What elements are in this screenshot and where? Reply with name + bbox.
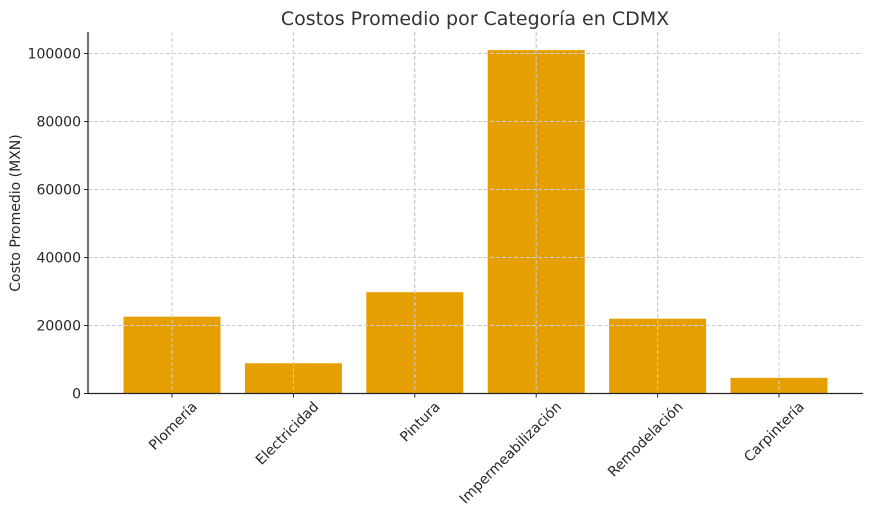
y-ticks: 0 20000 40000 60000 80000 100000 [28,47,88,403]
y-tick-label: 60000 [36,183,81,199]
y-tick-label: 100000 [28,47,81,63]
y-tick-label: 20000 [36,319,81,335]
axes [87,32,863,395]
bar [730,377,828,394]
y-tick-label: 40000 [36,251,81,267]
x-tick-label: Impermeabilización [457,399,565,507]
bar [366,292,464,394]
x-tick-label: Plomería [146,399,201,454]
x-ticks: Plomería Electricidad Pintura Impermeabiliz… [146,393,808,507]
x-tick-label: Pintura [397,399,443,445]
chart-title: Costos Promedio por Categoría en CDMX [281,8,669,30]
x-tick-label: Remodelación [605,399,686,480]
x-tick-label: Electricidad [253,399,322,468]
y-axis-label: Costo Promedio (MXN) [8,134,24,291]
y-tick-label: 80000 [36,115,81,131]
bars [88,32,863,394]
y-tick-label: 0 [72,387,81,403]
x-tick-label: Carpintería [741,399,808,466]
